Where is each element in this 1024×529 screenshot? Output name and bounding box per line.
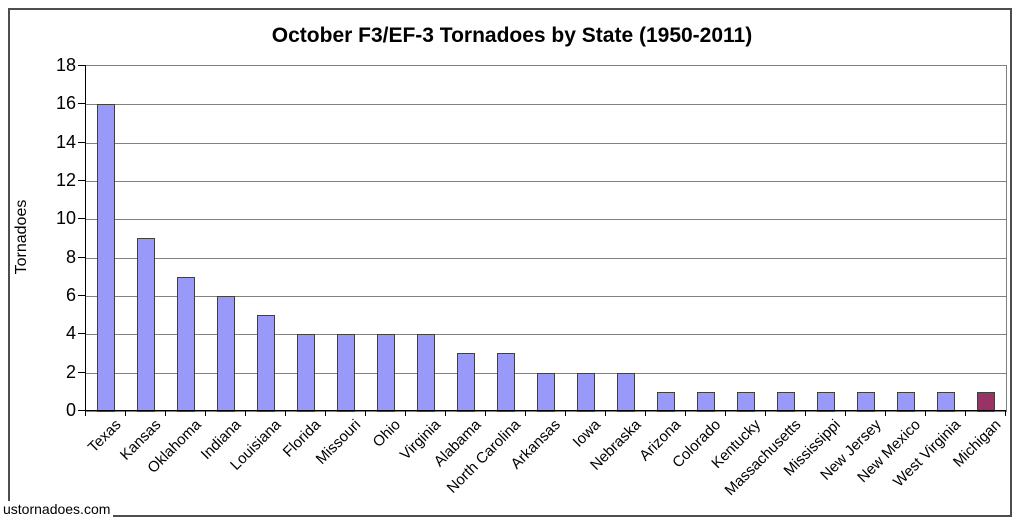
x-tick-19 bbox=[845, 410, 846, 416]
y-tick-label-8: 8 bbox=[65, 246, 76, 267]
y-tick-0 bbox=[78, 410, 85, 411]
bar-missouri bbox=[337, 334, 355, 412]
bar-virginia bbox=[417, 334, 435, 412]
x-tick-9 bbox=[445, 410, 446, 416]
bar-new-jersey bbox=[857, 392, 875, 412]
bar-texas bbox=[97, 104, 115, 412]
plot-area bbox=[85, 65, 1007, 412]
bar-louisiana bbox=[257, 315, 275, 412]
bar-massachusetts bbox=[777, 392, 795, 412]
y-axis-line bbox=[85, 65, 86, 411]
gridline-14 bbox=[86, 142, 1006, 144]
x-tick-21 bbox=[925, 410, 926, 416]
x-axis-line bbox=[85, 410, 1006, 411]
x-tick-2 bbox=[165, 410, 166, 416]
bar-arizona bbox=[657, 392, 675, 412]
bar-colorado bbox=[697, 392, 715, 412]
x-tick-12 bbox=[565, 410, 566, 416]
y-tick-16 bbox=[78, 103, 85, 105]
y-tick-label-0: 0 bbox=[65, 400, 76, 420]
bar-alabama bbox=[457, 353, 475, 412]
x-tick-10 bbox=[485, 410, 486, 416]
gridline-6 bbox=[86, 296, 1006, 297]
y-tick-10 bbox=[78, 218, 85, 220]
bar-florida bbox=[297, 334, 315, 412]
bar-indiana bbox=[217, 296, 235, 412]
x-tick-8 bbox=[405, 410, 406, 416]
x-tick-6 bbox=[325, 410, 326, 416]
x-tick-16 bbox=[725, 410, 726, 416]
y-tick-6 bbox=[78, 295, 85, 296]
gridline-8 bbox=[86, 257, 1006, 259]
x-tick-20 bbox=[885, 410, 886, 416]
y-tick-label-12: 12 bbox=[55, 170, 76, 190]
gridline-12 bbox=[86, 181, 1006, 182]
chart-title: October F3/EF-3 Tornadoes by State (1950… bbox=[271, 24, 753, 47]
bar-new-mexico bbox=[897, 392, 915, 412]
bar-iowa bbox=[577, 373, 595, 412]
bar-nebraska bbox=[617, 373, 635, 412]
gridline-4 bbox=[86, 334, 1006, 336]
bar-ohio bbox=[377, 334, 395, 412]
y-tick-4 bbox=[78, 333, 85, 335]
watermark: ustornadoes.com bbox=[2, 501, 114, 519]
y-tick-label-6: 6 bbox=[65, 285, 76, 305]
y-tick-label-16: 16 bbox=[55, 93, 76, 114]
y-tick-8 bbox=[78, 256, 85, 258]
gridline-10 bbox=[86, 219, 1006, 221]
bar-north-carolina bbox=[497, 353, 515, 412]
bar-arkansas bbox=[537, 373, 555, 412]
bar-kansas bbox=[137, 238, 155, 412]
x-tick-4 bbox=[245, 410, 246, 416]
bar-michigan bbox=[977, 392, 995, 412]
x-tick-23 bbox=[1005, 410, 1006, 416]
bar-oklahoma bbox=[177, 277, 195, 412]
x-tick-17 bbox=[765, 410, 766, 416]
y-tick-label-14: 14 bbox=[55, 131, 76, 152]
x-tick-13 bbox=[605, 410, 606, 416]
y-tick-14 bbox=[78, 141, 85, 143]
y-tick-label-2: 2 bbox=[65, 361, 76, 382]
y-tick-18 bbox=[78, 65, 85, 66]
x-tick-22 bbox=[965, 410, 966, 416]
x-tick-0 bbox=[85, 410, 86, 416]
bar-west-virginia bbox=[937, 392, 955, 412]
gridline-16 bbox=[86, 104, 1006, 106]
x-tick-7 bbox=[365, 410, 366, 416]
x-tick-18 bbox=[805, 410, 806, 416]
x-tick-11 bbox=[525, 410, 526, 416]
x-tick-5 bbox=[285, 410, 286, 416]
x-tick-3 bbox=[205, 410, 206, 416]
bar-mississippi bbox=[817, 392, 835, 412]
bar-kentucky bbox=[737, 392, 755, 412]
y-tick-label-4: 4 bbox=[65, 323, 76, 344]
x-tick-15 bbox=[685, 410, 686, 416]
y-tick-label-10: 10 bbox=[55, 208, 76, 229]
y-tick-2 bbox=[78, 371, 85, 373]
y-tick-12 bbox=[78, 180, 85, 181]
x-tick-14 bbox=[645, 410, 646, 416]
x-tick-1 bbox=[125, 410, 126, 416]
y-tick-label-18: 18 bbox=[55, 55, 76, 75]
y-axis-label: Tornadoes bbox=[13, 199, 30, 275]
